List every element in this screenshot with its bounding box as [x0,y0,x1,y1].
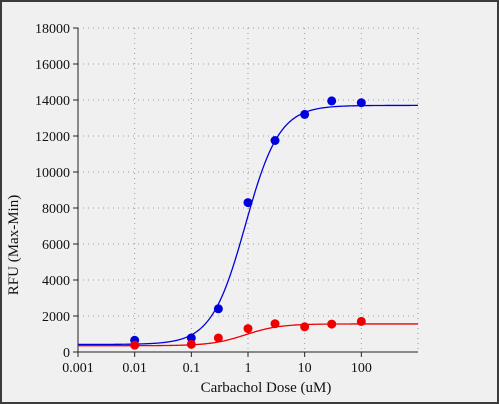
data-points [130,96,366,350]
data-point-series-1 [327,96,337,106]
axes [73,27,418,357]
y-tick-label: 16000 [35,58,70,73]
data-point-series-1 [243,198,253,208]
data-point-series-2 [327,319,337,329]
y-tick-label: 4000 [42,274,70,289]
gridlines [78,27,419,352]
data-point-series-2 [300,322,310,332]
fit-curves [78,104,418,347]
data-point-series-2 [243,324,253,334]
y-tick-label: 14000 [35,94,70,109]
data-point-series-2 [130,340,140,350]
data-point-series-2 [270,319,280,329]
x-tick-label: 0.1 [183,361,201,376]
y-tick-label: 8000 [42,202,70,217]
y-axis-title: RFU (Max-Min) [6,195,22,295]
y-tick-label: 18000 [35,22,70,37]
data-point-series-1 [356,98,366,108]
tick-labels: 0.001 0.01 0.1 1 10 100 0 2000 4000 6000 8000 10000… [35,22,372,376]
x-tick-label: 1 [245,361,252,376]
y-tick-label: 10000 [35,166,70,181]
x-tick-label: 0.001 [62,361,94,376]
x-axis-title: Carbachol Dose (uM) [201,380,332,396]
x-tick-label: 10 [298,361,312,376]
data-point-series-1 [186,333,196,343]
data-point-series-2 [186,339,196,349]
y-tick-label: 0 [63,346,70,361]
data-point-series-2 [213,333,223,343]
x-tick-label: 0.01 [122,361,147,376]
y-tick-label: 12000 [35,130,70,145]
data-point-series-1 [270,136,280,145]
data-point-series-1 [300,109,310,119]
data-point-series-1 [213,304,223,314]
x-tick-label: 100 [351,361,372,376]
data-point-series-2 [356,316,366,326]
y-tick-label: 2000 [42,310,70,325]
y-tick-label: 6000 [42,238,70,253]
